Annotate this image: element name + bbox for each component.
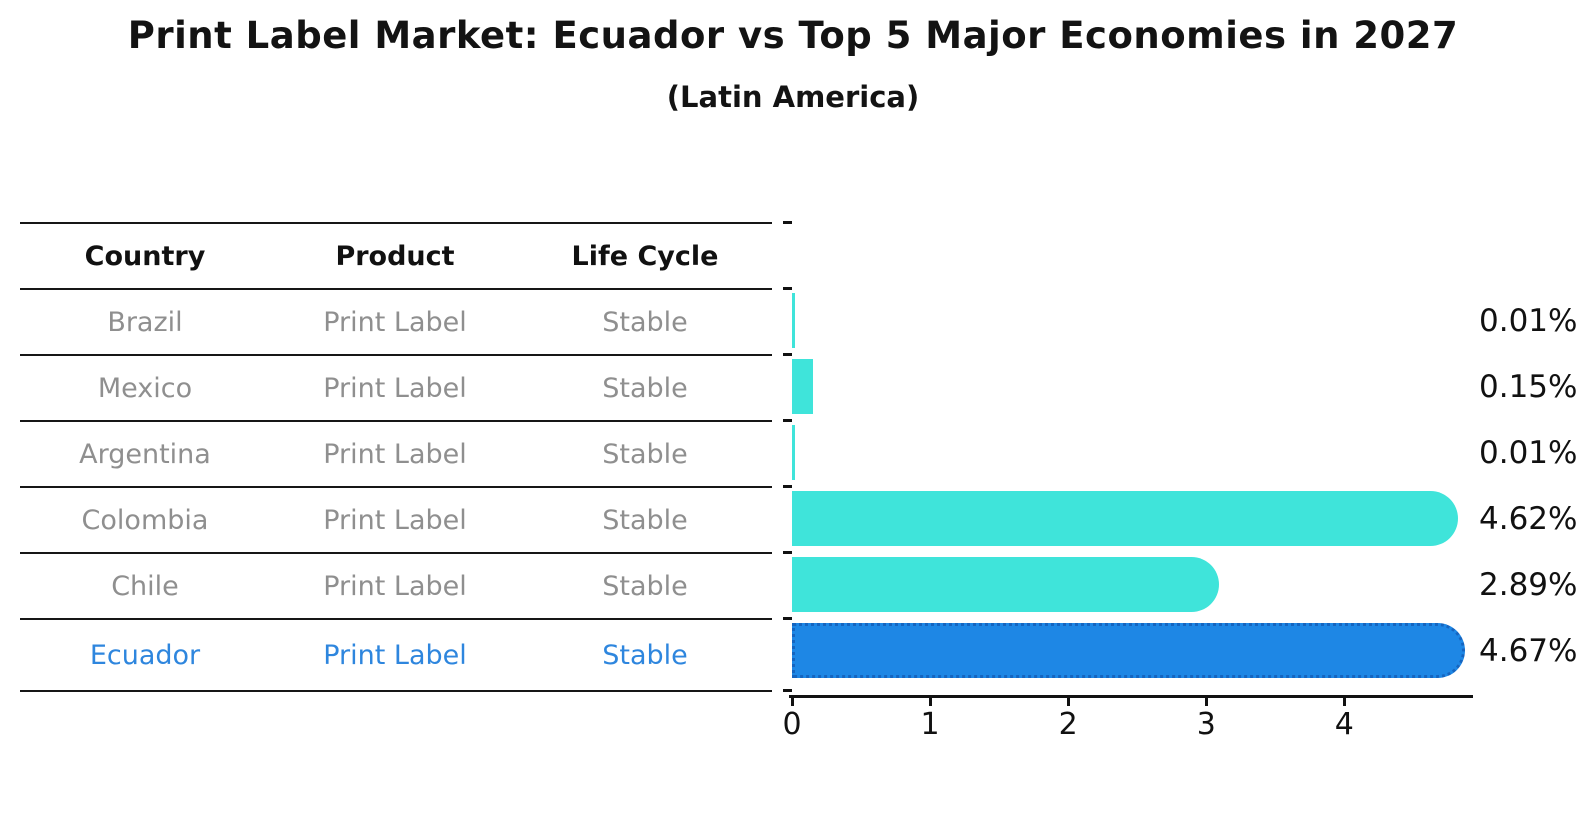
cell-product: Print Label bbox=[323, 306, 467, 338]
cell-product: Print Label bbox=[323, 570, 467, 602]
table-row: Colombia Print Label Stable bbox=[20, 486, 772, 552]
cell-lifecycle: Stable bbox=[602, 570, 688, 602]
y-tick bbox=[783, 221, 792, 224]
header-lifecycle: Life Cycle bbox=[571, 240, 719, 272]
y-tick bbox=[783, 485, 792, 488]
bar-chart-plot: 0 1 2 3 4 bbox=[782, 221, 1473, 742]
y-tick bbox=[783, 617, 792, 620]
value-label: 0.01% bbox=[1479, 434, 1578, 471]
cell-lifecycle: Stable bbox=[602, 306, 688, 338]
table-bottom-line bbox=[20, 690, 772, 692]
country-table: Country Product Life Cycle Brazil Print … bbox=[20, 222, 772, 692]
cell-product: Print Label bbox=[323, 438, 467, 470]
page-subtitle: (Latin America) bbox=[666, 80, 920, 114]
x-tick-label: 4 bbox=[1334, 707, 1354, 742]
bar-argentina bbox=[792, 425, 795, 480]
cell-product: Print Label bbox=[323, 372, 467, 404]
value-label: 2.89% bbox=[1479, 566, 1578, 603]
cell-product: Print Label bbox=[323, 639, 467, 671]
cell-country: Colombia bbox=[81, 504, 209, 536]
cell-country: Mexico bbox=[97, 372, 193, 404]
table-row: Mexico Print Label Stable bbox=[20, 354, 772, 420]
cell-product: Print Label bbox=[323, 504, 467, 536]
x-tick bbox=[928, 697, 932, 706]
header-product: Product bbox=[335, 240, 455, 272]
y-tick bbox=[783, 419, 792, 422]
y-tick bbox=[783, 689, 792, 692]
cell-lifecycle: Stable bbox=[602, 438, 688, 470]
y-tick bbox=[783, 551, 792, 554]
y-tick bbox=[783, 353, 792, 356]
y-tick bbox=[783, 287, 792, 290]
table-row: Chile Print Label Stable bbox=[20, 552, 772, 618]
cell-lifecycle: Stable bbox=[602, 639, 688, 671]
page-title: Print Label Market: Ecuador vs Top 5 Maj… bbox=[127, 14, 1459, 57]
x-tick-label: 0 bbox=[782, 707, 802, 742]
cell-country: Argentina bbox=[79, 438, 211, 470]
value-label: 0.01% bbox=[1479, 302, 1578, 339]
x-tick-label: 1 bbox=[920, 707, 940, 742]
cell-country: Chile bbox=[111, 570, 179, 602]
x-tick-label: 3 bbox=[1196, 707, 1216, 742]
cell-country: Ecuador bbox=[89, 639, 201, 671]
table-header-row: Country Product Life Cycle bbox=[20, 222, 772, 288]
cell-lifecycle: Stable bbox=[602, 372, 688, 404]
bar-colombia bbox=[792, 491, 1458, 546]
bar-brazil bbox=[792, 293, 795, 348]
x-tick-label: 2 bbox=[1058, 707, 1078, 742]
x-tick bbox=[1342, 697, 1346, 706]
cell-country: Brazil bbox=[107, 306, 183, 338]
value-label: 4.67% bbox=[1479, 632, 1578, 669]
table-row: Ecuador Print Label Stable bbox=[20, 618, 772, 690]
value-label: 0.15% bbox=[1479, 368, 1578, 405]
cell-lifecycle: Stable bbox=[602, 504, 688, 536]
table-body: Brazil Print Label Stable Mexico Print L… bbox=[20, 288, 772, 690]
bar-mexico bbox=[792, 359, 813, 414]
x-tick bbox=[1204, 697, 1208, 706]
bar-ecuador bbox=[792, 623, 1465, 678]
value-label: 4.62% bbox=[1479, 500, 1578, 537]
bar-chile bbox=[792, 557, 1220, 612]
header-country: Country bbox=[84, 240, 206, 272]
x-tick bbox=[1066, 697, 1070, 706]
x-tick bbox=[790, 697, 794, 706]
table-row: Argentina Print Label Stable bbox=[20, 420, 772, 486]
table-row: Brazil Print Label Stable bbox=[20, 288, 772, 354]
x-axis-line bbox=[789, 695, 1473, 698]
